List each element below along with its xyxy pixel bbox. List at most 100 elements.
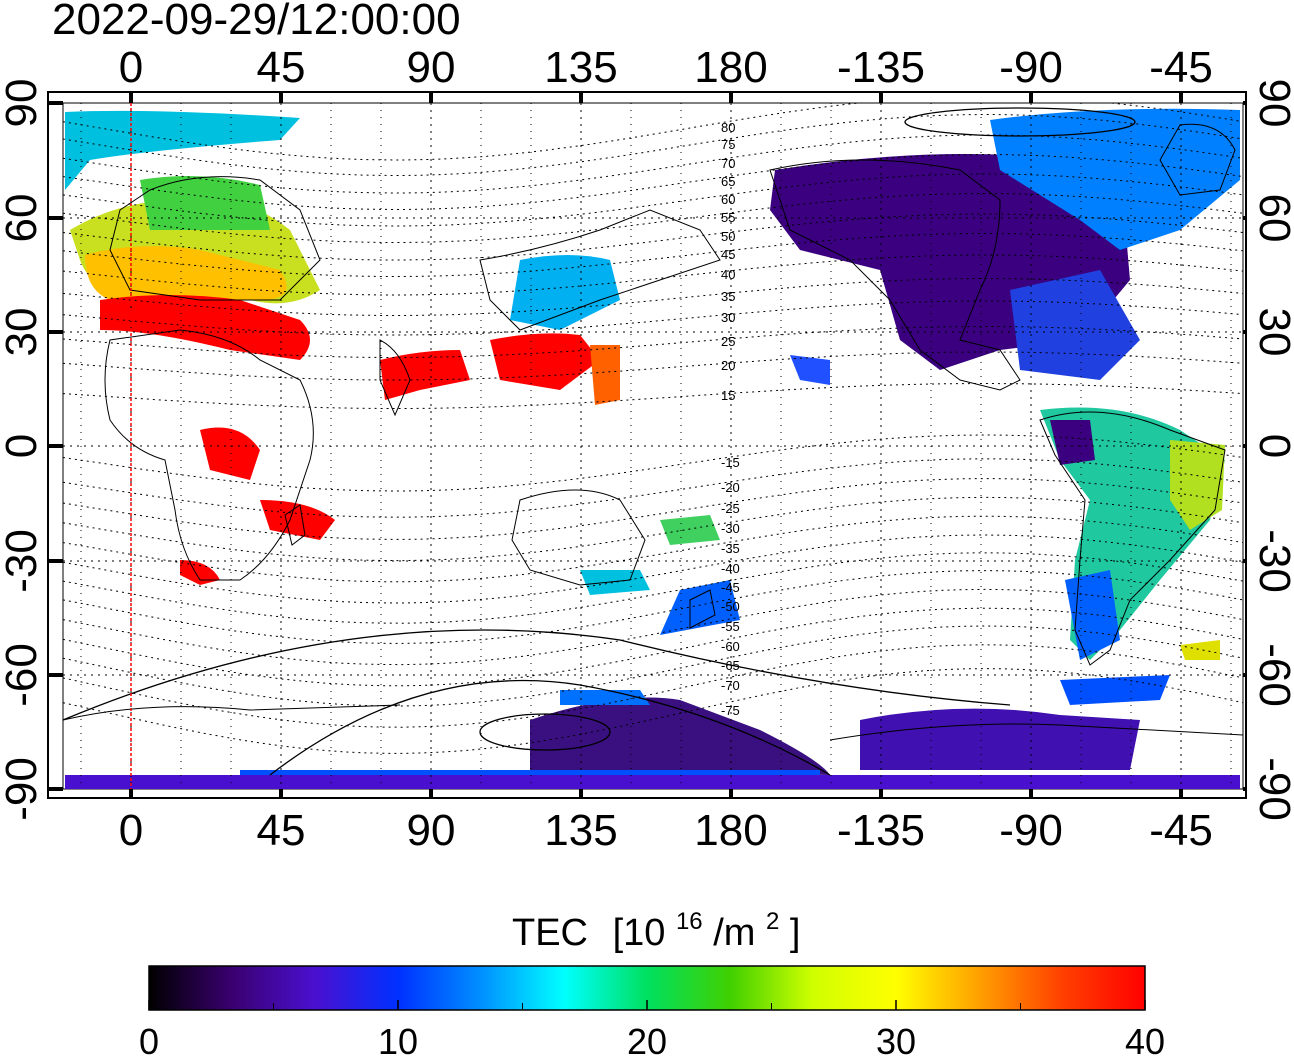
mag-contour-north	[63, 277, 1243, 316]
mag-label-north: 40	[721, 267, 735, 282]
mag-contour-south	[63, 478, 1243, 540]
mag-label-south: -30	[721, 521, 740, 536]
tec-region-hawaii	[790, 355, 830, 385]
colorbar-label: TEC	[512, 912, 588, 954]
coast-india	[379, 339, 411, 417]
colorbar-title: TEC [10 16 /m 2 ]	[512, 896, 800, 954]
mag-contour-north	[63, 153, 1243, 211]
mag-contour-south	[63, 534, 1243, 604]
mag-label-south: -65	[721, 658, 740, 673]
coast-north-america	[769, 159, 1021, 391]
mag-label-south: -45	[721, 580, 740, 595]
tec-region-china	[490, 333, 600, 390]
lat-label-right: 30	[1250, 308, 1294, 357]
mag-contour-north	[63, 113, 1243, 177]
mag-contour-north	[63, 192, 1243, 243]
mag-label-north: 75	[721, 137, 735, 152]
mag-contour-north	[63, 351, 1243, 381]
mag-contour-south	[63, 552, 1243, 624]
tec-region-south-atlantic	[1180, 640, 1220, 660]
tec-region-central-africa	[200, 427, 260, 480]
lon-label-bottom: -135	[837, 806, 925, 855]
mag-contour-north	[63, 325, 1243, 358]
colorbar: TEC [10 16 /m 2 ] 0 10 20 30 40	[139, 896, 1165, 1057]
lon-label-top: 0	[119, 43, 143, 92]
map-area: 80 75 70 65 60 55 50 45 40 35 30 25 20 15 -15 -20 -25 -30…	[0, 43, 1294, 855]
colorbar-tick-label: 0	[139, 1021, 159, 1057]
contour-loop-north	[904, 107, 1136, 137]
mag-label-north: 20	[721, 358, 735, 373]
tec-region-antarctic-pacific	[530, 697, 830, 775]
mag-label-south: -40	[721, 561, 740, 576]
mag-contour-south	[63, 570, 1243, 644]
lat-label-right: -60	[1250, 643, 1294, 707]
lon-label-top: 135	[544, 43, 617, 92]
colorbar-tick-label: 30	[876, 1021, 916, 1057]
lat-label-right: 0	[1250, 434, 1294, 458]
colorbar-unit-mid: /m	[713, 912, 755, 954]
lat-label-left: 0	[0, 434, 46, 458]
lon-label-top: 90	[407, 43, 456, 92]
lon-label-top: -135	[837, 43, 925, 92]
graticule	[63, 103, 1243, 789]
lon-label-top: -45	[1149, 43, 1213, 92]
lon-label-bottom: 180	[694, 806, 767, 855]
mag-label-south: -25	[721, 501, 740, 516]
lon-label-bottom: 90	[407, 806, 456, 855]
mag-label-south: -20	[721, 480, 740, 495]
lat-label-left: 90	[0, 79, 46, 128]
lon-label-bottom: 0	[119, 806, 143, 855]
coast-madagascar	[284, 504, 306, 546]
tec-region-antarctic-america	[860, 708, 1140, 770]
tec-region-gulf	[1010, 270, 1140, 380]
coast-antarctica-east	[829, 723, 1243, 741]
coast-africa	[104, 329, 314, 581]
mag-label-north: 80	[721, 120, 735, 135]
mag-label-south: -55	[721, 619, 740, 634]
tec-region-pacific-west	[590, 345, 620, 405]
tec-region-png	[660, 515, 720, 545]
tec-region-brazil-east	[1170, 440, 1225, 530]
colorbar-tick-label: 10	[378, 1021, 418, 1057]
mag-contour-south	[63, 496, 1243, 562]
lat-label-left: -30	[0, 529, 46, 593]
coast-south-america	[1039, 411, 1226, 666]
tec-region-australia	[580, 570, 650, 595]
colorbar-tick-label: 40	[1125, 1021, 1165, 1057]
colorbar-unit-end: ]	[790, 912, 801, 954]
lat-label-right: 60	[1250, 194, 1294, 243]
coast-asia-east	[479, 209, 721, 331]
lat-label-left: 60	[0, 194, 46, 243]
lon-label-top: 45	[257, 43, 306, 92]
tec-region-greenland-canada	[990, 108, 1240, 250]
mag-label-south: -70	[721, 678, 740, 693]
lon-label-bottom: 45	[257, 806, 306, 855]
tec-region-antarctic-edge	[560, 690, 650, 705]
lon-label-bottom: 135	[544, 806, 617, 855]
lat-label-left: 30	[0, 308, 46, 357]
mag-label-north: 45	[721, 247, 735, 262]
coast-australia	[511, 489, 646, 586]
lat-label-right: -30	[1250, 529, 1294, 593]
mag-label-north: 30	[721, 310, 735, 325]
contour-loop-inner	[479, 713, 611, 751]
colorbar-unit-base: [10	[613, 912, 666, 954]
timestamp: 2022-09-29/12:00:00	[52, 0, 461, 44]
contour-loop-outer	[269, 679, 831, 776]
mag-label-north: 50	[721, 229, 735, 244]
lat-label-right: 90	[1250, 79, 1294, 128]
mag-label-south: -60	[721, 639, 740, 654]
tec-region-pole-row	[65, 775, 1240, 789]
mag-contour-north	[63, 103, 1243, 161]
coast-greenland	[1159, 123, 1236, 196]
mag-label-south: -35	[721, 541, 740, 556]
magnetic-latitude-labels: 80 75 70 65 60 55 50 45 40 35 30 25 20 15 -15 -20 -25 -30…	[721, 120, 740, 718]
mag-contour-south	[63, 458, 1243, 518]
mag-label-south: -15	[721, 455, 740, 470]
mag-contour-south	[63, 515, 1243, 583]
mag-contour-north	[63, 173, 1243, 227]
mag-contour-south	[63, 588, 1243, 666]
mag-label-south: -75	[721, 703, 740, 718]
mag-label-north: 35	[721, 289, 735, 304]
